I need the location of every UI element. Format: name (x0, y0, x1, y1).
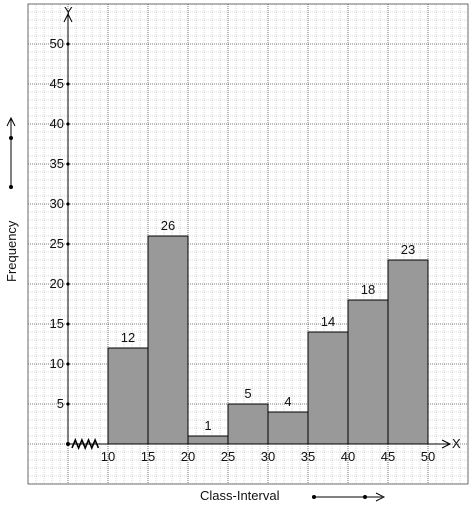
y-tick-mark (66, 362, 70, 366)
histogram-bar (107, 347, 149, 445)
axes (63, 12, 452, 451)
x-tick-label: 10 (101, 449, 115, 464)
y-axis-arrow-icon (63, 12, 73, 23)
x-tick-label: 20 (181, 449, 195, 464)
x-tick-label: 25 (221, 449, 235, 464)
y-tick-mark (66, 322, 70, 326)
bar-data-label: 5 (244, 386, 251, 401)
y-tick-label: 25 (50, 236, 64, 251)
histogram-bar (147, 235, 189, 445)
y-title-arrow-icon (6, 116, 16, 189)
histogram-bar (227, 403, 269, 445)
histogram-bar (307, 331, 349, 445)
y-tick-label: 50 (50, 36, 64, 51)
y-tick-label: 15 (50, 316, 64, 331)
histogram-bar (387, 259, 429, 445)
y-tick-label: 35 (50, 156, 64, 171)
bar-data-label: 18 (361, 282, 375, 297)
y-tick-mark (66, 242, 70, 246)
y-tick-mark (66, 42, 70, 46)
x-tick-label: 40 (341, 449, 355, 464)
y-tick-mark (66, 202, 70, 206)
y-axis-title: Frequency (4, 220, 19, 282)
histogram-bars (107, 235, 429, 445)
bar-data-label: 23 (401, 242, 415, 257)
x-tick-label: 50 (421, 449, 435, 464)
x-axis-arrow-icon (441, 439, 452, 449)
y-axis-letter: Y (64, 4, 73, 19)
x-tick-label: 30 (261, 449, 275, 464)
x-tick-label: 45 (381, 449, 395, 464)
y-tick-mark (66, 82, 70, 86)
y-tick-label: 20 (50, 276, 64, 291)
axis-break-zigzag (71, 437, 100, 451)
bar-data-label: 12 (121, 330, 135, 345)
histogram-bar (347, 299, 389, 445)
x-axis-letter: X (452, 436, 461, 451)
y-tick-mark (66, 402, 70, 406)
y-tick-mark (66, 162, 70, 166)
y-tick-label: 5 (57, 396, 64, 411)
y-tick-label: 45 (50, 76, 64, 91)
y-tick-label: 30 (50, 196, 64, 211)
x-tick-label: 15 (141, 449, 155, 464)
y-tick-label: 10 (50, 356, 64, 371)
bar-data-label: 1 (204, 418, 211, 433)
histogram-bar (187, 435, 229, 445)
origin-dot (66, 442, 70, 446)
x-axis-title: Class-Interval (200, 488, 280, 503)
grid-border (27, 3, 469, 485)
x-title-arrow-icon (312, 492, 386, 502)
bar-data-label: 4 (284, 394, 291, 409)
x-tick-label: 35 (301, 449, 315, 464)
bar-data-label: 14 (321, 314, 335, 329)
bar-data-label: 26 (161, 218, 175, 233)
y-tick-mark (66, 282, 70, 286)
y-tick-label: 40 (50, 116, 64, 131)
histogram-bar (267, 411, 309, 445)
y-tick-mark (66, 122, 70, 126)
